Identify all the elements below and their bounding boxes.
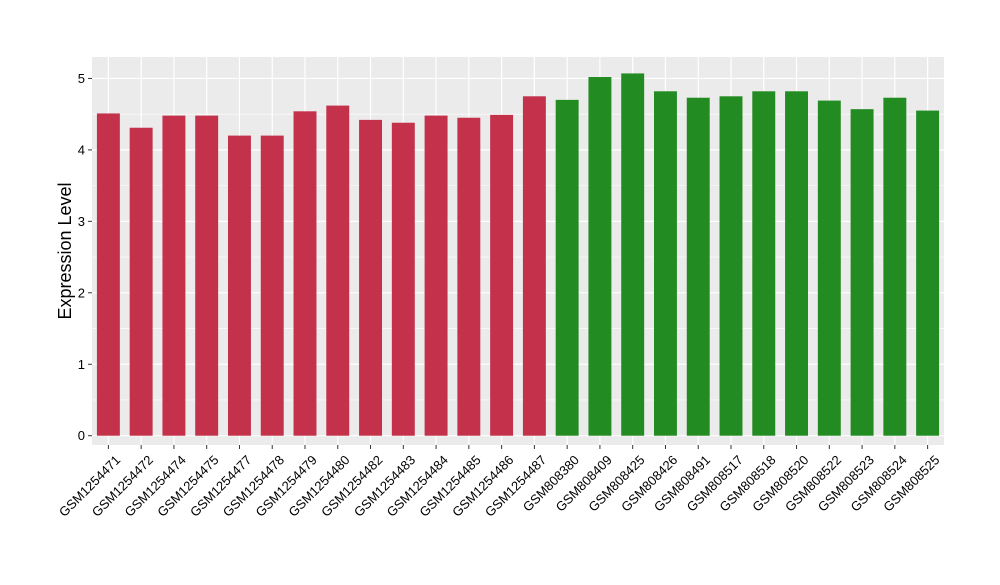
bar-GSM1254479 — [293, 111, 317, 436]
bar-GSM808518 — [752, 91, 776, 436]
bar-GSM1254482 — [359, 119, 383, 436]
bar-GSM808520 — [785, 91, 809, 436]
bar-GSM1254472 — [129, 127, 153, 436]
bars — [96, 73, 940, 436]
bar-GSM1254475 — [195, 115, 219, 436]
y-tick-label: 4 — [78, 142, 85, 157]
bar-GSM808380 — [555, 99, 579, 436]
bar-GSM1254478 — [260, 135, 284, 436]
bar-GSM808525 — [916, 110, 940, 436]
bar-GSM1254485 — [457, 117, 481, 436]
bar-GSM1254477 — [227, 135, 251, 436]
bar-GSM1254483 — [391, 122, 415, 436]
bar-GSM808523 — [850, 109, 874, 436]
bar-GSM1254486 — [490, 114, 514, 436]
y-tick-label: 0 — [78, 428, 85, 443]
bar-GSM808524 — [883, 97, 907, 436]
bar-GSM808409 — [588, 77, 612, 436]
bar-GSM808491 — [686, 97, 710, 436]
plot-panel — [92, 57, 944, 445]
y-tick-label: 3 — [78, 214, 85, 229]
x-axis: GSM1254471GSM1254472GSM1254474GSM1254475… — [56, 445, 943, 520]
bar-GSM1254474 — [162, 115, 186, 436]
bar-GSM808425 — [621, 73, 645, 436]
y-tick-label: 2 — [78, 285, 85, 300]
bar-GSM808517 — [719, 96, 743, 436]
y-tick-label: 1 — [78, 357, 85, 372]
bar-GSM808522 — [817, 100, 841, 436]
y-axis-label: Expression Level — [55, 182, 75, 319]
bar-GSM1254487 — [522, 96, 546, 436]
y-axis: 0 1 2 3 4 5 — [78, 71, 92, 443]
bar-GSM1254480 — [326, 105, 350, 436]
bar-GSM1254484 — [424, 115, 448, 436]
bar-GSM808426 — [653, 91, 677, 436]
y-tick-label: 5 — [78, 71, 85, 86]
bar-GSM1254471 — [96, 113, 120, 436]
